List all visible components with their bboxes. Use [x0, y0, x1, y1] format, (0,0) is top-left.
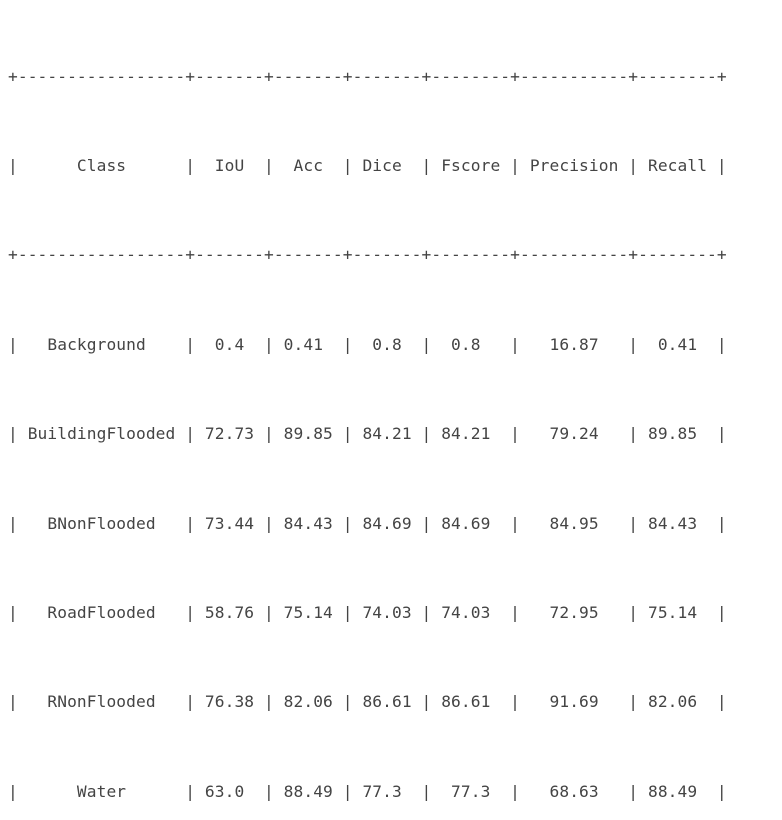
table-row: | RNonFlooded | 76.38 | 82.06 | 86.61 | …: [8, 692, 727, 712]
table-header-row: | Class | IoU | Acc | Dice | Fscore | Pr…: [8, 155, 727, 175]
table-row: | Background | 0.4 | 0.41 | 0.8 | 0.8 | …: [8, 334, 727, 354]
table-row: | BuildingFlooded | 72.73 | 89.85 | 84.2…: [8, 424, 727, 444]
ascii-metrics-table: +-----------------+-------+-------+-----…: [8, 2, 727, 820]
table-row: | BNonFlooded | 73.44 | 84.43 | 84.69 | …: [8, 513, 727, 533]
table-border-top: +-----------------+-------+-------+-----…: [8, 66, 727, 86]
table-row: | Water | 63.0 | 88.49 | 77.3 | 77.3 | 6…: [8, 781, 727, 801]
table-row: | RoadFlooded | 58.76 | 75.14 | 74.03 | …: [8, 602, 727, 622]
table-border-header: +-----------------+-------+-------+-----…: [8, 245, 727, 265]
